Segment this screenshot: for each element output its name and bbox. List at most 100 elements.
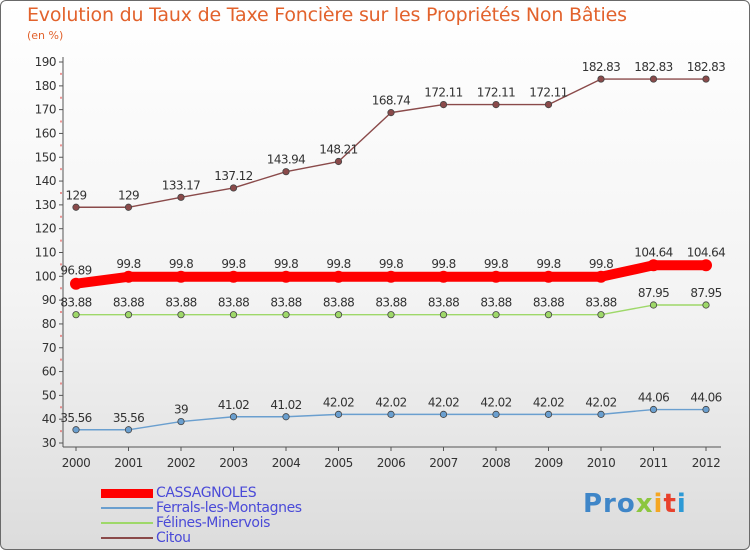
data-label-citou-2003: 137.12 xyxy=(214,169,252,183)
data-label-felines-minervois-2012: 87.95 xyxy=(690,286,721,300)
data-label-felines-minervois-2008: 83.88 xyxy=(480,296,511,310)
legend-swatch-ferrals-les-montagnes xyxy=(101,507,153,509)
data-point-cassagnoles-2007 xyxy=(437,270,450,283)
data-label-ferrals-les-montagnes-2008: 42.02 xyxy=(480,395,511,409)
data-point-felines-minervois-2008 xyxy=(492,311,500,319)
data-label-cassagnoles-2002: 99.8 xyxy=(169,257,193,271)
data-point-cassagnoles-2012 xyxy=(700,259,712,272)
data-point-ferrals-les-montagnes-2004 xyxy=(282,413,290,421)
data-point-citou-2002 xyxy=(177,193,185,201)
data-point-citou-2009 xyxy=(544,101,553,109)
data-label-cassagnoles-2011: 104.64 xyxy=(634,245,672,259)
data-label-ferrals-les-montagnes-2006: 42.02 xyxy=(375,395,406,409)
data-point-cassagnoles-2008 xyxy=(490,270,502,283)
data-point-citou-2012 xyxy=(702,75,710,83)
data-point-cassagnoles-2000 xyxy=(70,277,82,290)
data-point-citou-2005 xyxy=(334,157,343,166)
data-label-cassagnoles-2004: 99.8 xyxy=(274,257,298,271)
data-label-felines-minervois-2002: 83.88 xyxy=(165,296,196,310)
data-label-ferrals-les-montagnes-2004: 41.02 xyxy=(270,398,301,412)
y-tick-label-180: 180 xyxy=(35,79,56,93)
legend-item-ferrals-les-montagnes: Ferrals-les-Montagnes xyxy=(101,500,361,516)
data-label-cassagnoles-2008: 99.8 xyxy=(484,257,508,271)
data-point-cassagnoles-2006 xyxy=(385,270,397,283)
data-point-felines-minervois-2006 xyxy=(387,311,395,319)
data-point-cassagnoles-2002 xyxy=(175,270,187,283)
y-tick-label-80: 80 xyxy=(42,317,56,331)
logo-part-i2: i xyxy=(676,489,687,519)
data-point-ferrals-les-montagnes-2010 xyxy=(597,410,605,418)
legend-swatch-felines-minervois xyxy=(101,522,153,524)
data-point-citou-2008 xyxy=(492,101,500,109)
data-point-felines-minervois-2003 xyxy=(229,311,238,319)
data-point-ferrals-les-montagnes-2011 xyxy=(649,405,658,414)
data-label-cassagnoles-2007: 99.8 xyxy=(431,257,455,271)
x-tick-label-2004: 2004 xyxy=(272,456,301,470)
data-label-ferrals-les-montagnes-2001: 35.56 xyxy=(113,411,144,425)
data-point-citou-2003 xyxy=(229,184,238,192)
data-point-felines-minervois-2000 xyxy=(72,311,80,319)
data-label-citou-2001: 129 xyxy=(118,188,139,202)
data-point-cassagnoles-2011 xyxy=(647,259,660,272)
logo-part-t: t xyxy=(663,489,677,519)
y-tick-label-70: 70 xyxy=(42,341,56,355)
data-label-citou-2004: 143.94 xyxy=(267,153,305,167)
data-label-felines-minervois-2007: 83.88 xyxy=(428,296,459,310)
data-label-ferrals-les-montagnes-2009: 42.02 xyxy=(533,395,564,409)
data-label-citou-2008: 172.11 xyxy=(477,86,515,100)
data-label-citou-2005: 148.21 xyxy=(319,143,357,157)
data-point-felines-minervois-2007 xyxy=(439,311,448,319)
logo-part-x: x xyxy=(635,489,654,519)
y-tick-label-50: 50 xyxy=(42,388,56,402)
data-point-cassagnoles-2005 xyxy=(332,270,345,283)
chart-title: Evolution du Taux de Taxe Foncière sur l… xyxy=(27,4,627,26)
data-point-felines-minervois-2009 xyxy=(544,311,553,319)
y-tick-label-190: 190 xyxy=(35,55,56,69)
data-point-cassagnoles-2003 xyxy=(227,270,240,283)
data-label-citou-2012: 182.83 xyxy=(687,60,725,74)
legend-item-felines-minervois: Félines-Minervois xyxy=(101,515,361,531)
data-label-cassagnoles-2009: 99.8 xyxy=(536,257,560,271)
x-tick-label-2000: 2000 xyxy=(62,456,91,470)
data-label-citou-2010: 182.83 xyxy=(582,60,620,74)
data-point-ferrals-les-montagnes-2001 xyxy=(124,426,133,434)
legend-swatch-citou xyxy=(101,537,153,539)
data-label-citou-2006: 168.74 xyxy=(372,94,410,108)
y-tick-label-120: 120 xyxy=(35,222,56,236)
data-label-cassagnoles-2000: 96.89 xyxy=(60,264,91,278)
data-label-felines-minervois-2001: 83.88 xyxy=(113,296,144,310)
data-label-citou-2009: 172.11 xyxy=(529,86,567,100)
y-tick-label-30: 30 xyxy=(42,436,56,450)
x-tick-label-2005: 2005 xyxy=(324,456,353,470)
data-point-felines-minervois-2011 xyxy=(649,301,658,309)
data-label-felines-minervois-2004: 83.88 xyxy=(270,296,301,310)
data-point-ferrals-les-montagnes-2003 xyxy=(229,413,238,421)
x-tick-label-2011: 2011 xyxy=(639,456,668,470)
y-tick-label-60: 60 xyxy=(42,365,56,379)
data-label-felines-minervois-2003: 83.88 xyxy=(218,296,249,310)
data-label-cassagnoles-2006: 99.8 xyxy=(379,257,403,271)
data-point-citou-2000 xyxy=(72,203,80,211)
data-label-felines-minervois-2011: 87.95 xyxy=(638,286,669,300)
data-point-ferrals-les-montagnes-2012 xyxy=(702,405,710,414)
chart-legend: CASSAGNOLES Ferrals-les-Montagnes Féline… xyxy=(101,485,361,546)
data-label-ferrals-les-montagnes-2003: 41.02 xyxy=(218,398,249,412)
data-point-citou-2007 xyxy=(439,101,448,109)
data-label-ferrals-les-montagnes-2002: 39 xyxy=(174,403,188,417)
data-point-cassagnoles-2009 xyxy=(542,270,555,283)
y-tick-label-150: 150 xyxy=(35,150,56,164)
data-label-ferrals-les-montagnes-2007: 42.02 xyxy=(428,395,459,409)
y-tick-label-100: 100 xyxy=(35,269,56,283)
data-label-ferrals-les-montagnes-2012: 44.06 xyxy=(690,391,721,405)
data-point-cassagnoles-2001 xyxy=(122,270,135,283)
y-tick-label-170: 170 xyxy=(35,103,56,117)
y-tick-label-40: 40 xyxy=(42,412,56,426)
data-label-ferrals-les-montagnes-2011: 44.06 xyxy=(638,391,669,405)
y-tick-label-140: 140 xyxy=(35,174,56,188)
data-point-felines-minervois-2002 xyxy=(177,311,185,319)
data-point-ferrals-les-montagnes-2009 xyxy=(544,410,553,418)
x-tick-label-2006: 2006 xyxy=(377,456,406,470)
legend-label-ferrals-les-montagnes: Ferrals-les-Montagnes xyxy=(156,500,302,516)
legend-swatch-cassagnoles xyxy=(101,489,153,498)
